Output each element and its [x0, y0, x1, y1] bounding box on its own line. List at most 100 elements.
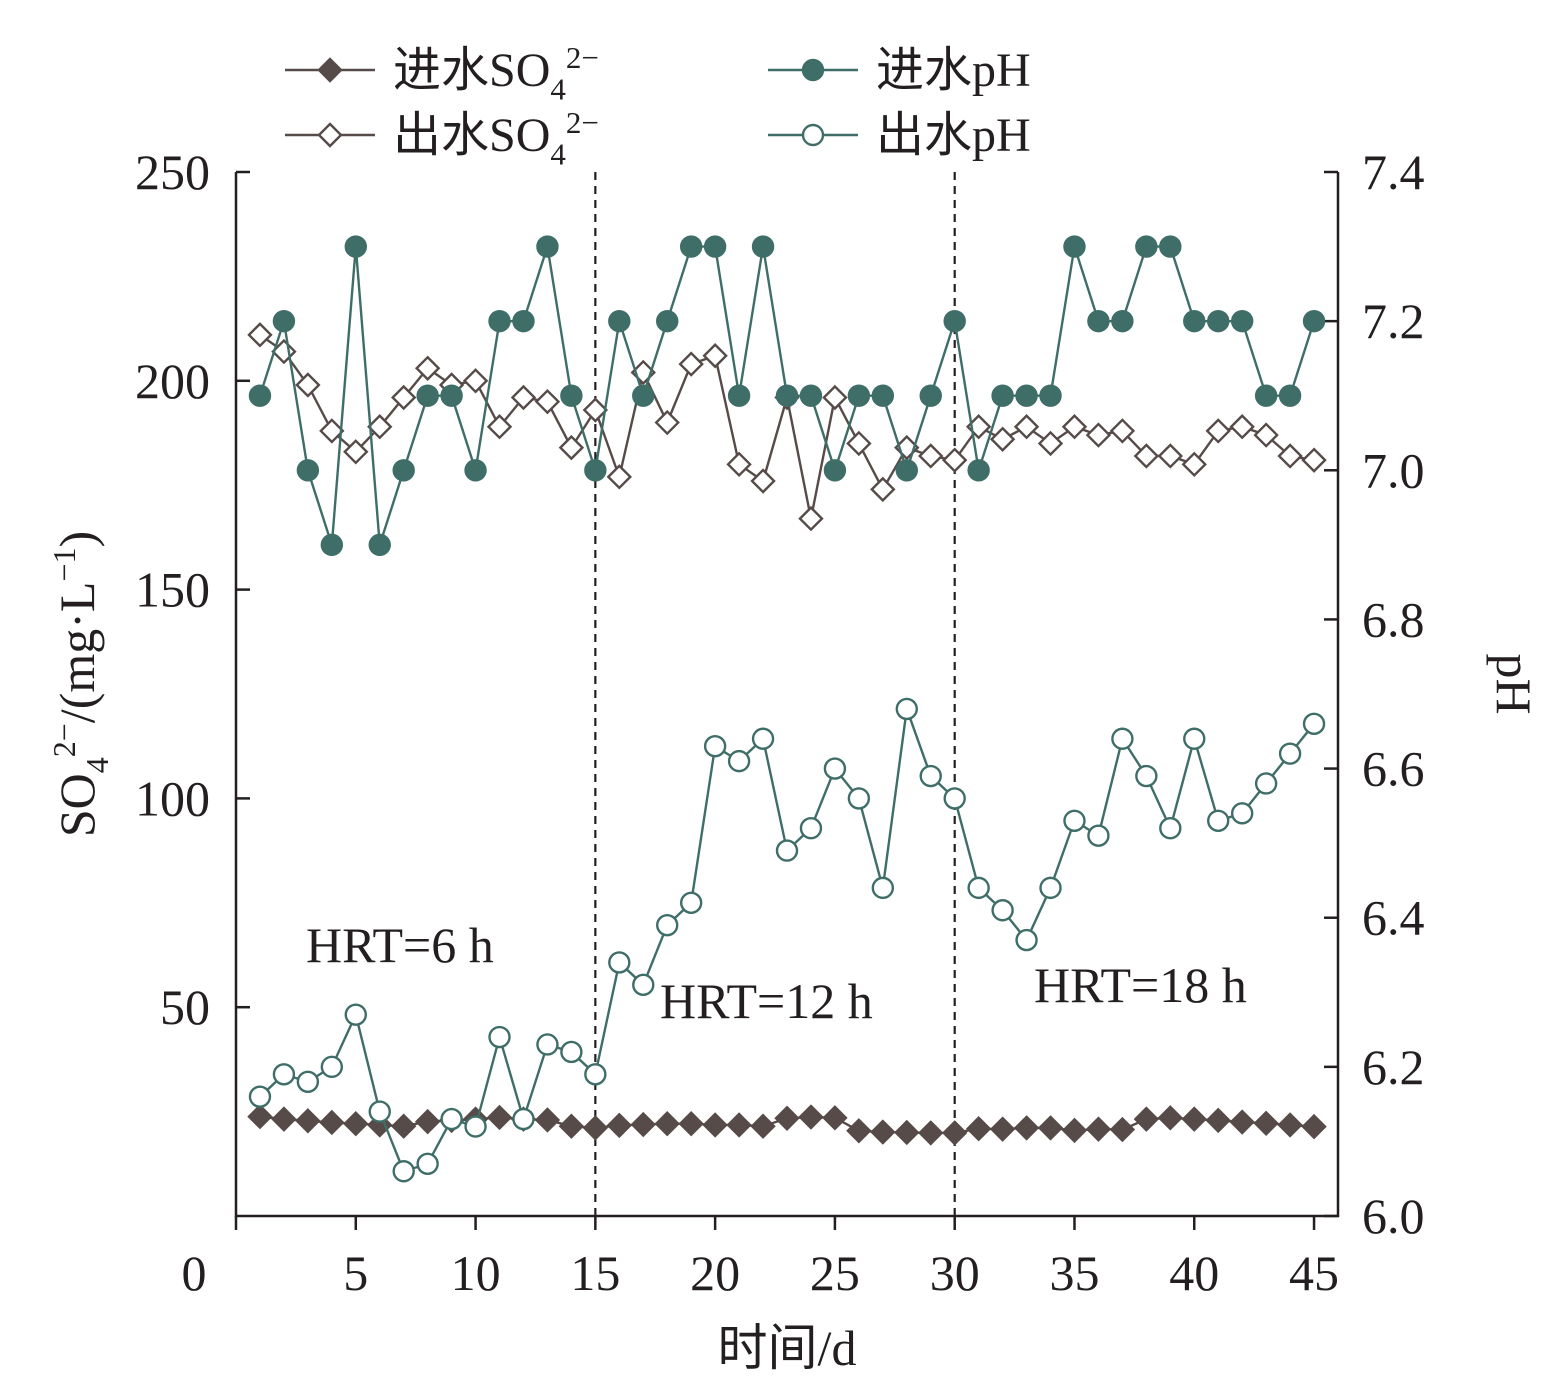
- data-point-influent-ph: [368, 533, 391, 557]
- legend: 进水SO42−出水SO42− 进水pH 出水pH: [285, 40, 1031, 171]
- data-point-effluent-ph: [272, 1063, 296, 1086]
- data-point-effluent-so4: [726, 451, 752, 478]
- data-point-effluent-ph: [679, 891, 703, 914]
- data-point-influent-ph: [1135, 235, 1158, 258]
- data-point-influent-so4: [390, 1113, 417, 1139]
- data-point-effluent-so4: [582, 397, 609, 423]
- legend-marker: [317, 122, 343, 148]
- y-tick-label: 250: [135, 144, 210, 200]
- y2-tick-label: 7.0: [1362, 442, 1425, 498]
- data-point-effluent-ph: [416, 1152, 439, 1176]
- data-point-effluent-so4: [1205, 418, 1231, 444]
- data-point-influent-so4: [678, 1111, 704, 1137]
- data-point-influent-ph: [440, 384, 463, 407]
- data-point-influent-so4: [343, 1111, 369, 1137]
- data-point-effluent-so4: [486, 414, 513, 440]
- legend-item-influent-so4: 进水SO42−: [285, 40, 599, 107]
- data-point-influent-so4: [1301, 1113, 1327, 1140]
- data-point-influent-ph: [775, 384, 799, 407]
- data-point-effluent-so4: [1229, 414, 1255, 440]
- data-point-influent-so4: [750, 1113, 776, 1139]
- data-point-influent-so4: [989, 1116, 1016, 1142]
- data-point-influent-so4: [702, 1112, 728, 1138]
- legend-label: 进水SO42−: [393, 40, 599, 107]
- data-point-effluent-ph: [512, 1107, 535, 1131]
- data-point-effluent-ph: [488, 1025, 511, 1049]
- data-point-influent-so4: [1157, 1105, 1184, 1131]
- data-point-influent-so4: [822, 1105, 848, 1131]
- data-point-effluent-so4: [510, 384, 537, 411]
- data-point-influent-so4: [534, 1107, 561, 1133]
- data-point-effluent-so4: [1133, 443, 1160, 469]
- data-point-effluent-so4: [343, 439, 369, 465]
- data-point-influent-so4: [271, 1106, 297, 1132]
- data-point-effluent-so4: [295, 372, 321, 398]
- data-point-influent-ph: [703, 235, 727, 258]
- data-point-effluent-so4: [1253, 422, 1279, 448]
- data-point-effluent-so4: [822, 384, 848, 411]
- x-tick-label: 40: [1169, 1245, 1219, 1301]
- data-point-effluent-so4: [390, 384, 417, 411]
- data-point-effluent-so4: [1061, 414, 1088, 440]
- data-point-effluent-ph: [1302, 712, 1326, 736]
- data-point-effluent-so4: [1277, 443, 1303, 469]
- data-point-effluent-ph: [656, 913, 679, 937]
- data-point-influent-so4: [918, 1120, 944, 1146]
- data-point-effluent-so4: [247, 322, 273, 348]
- data-point-effluent-so4: [1109, 418, 1136, 444]
- data-point-influent-so4: [654, 1111, 680, 1137]
- data-point-effluent-ph: [1254, 772, 1278, 795]
- x-tick-label: 45: [1289, 1245, 1339, 1301]
- data-point-influent-ph: [1039, 384, 1062, 407]
- legend-item-effluent-ph: 出水pH: [768, 109, 1031, 162]
- data-point-influent-so4: [870, 1119, 896, 1145]
- data-point-influent-ph: [943, 309, 966, 333]
- y-tick-label: 50: [160, 979, 210, 1035]
- data-point-effluent-so4: [1301, 447, 1327, 473]
- data-point-influent-ph: [1207, 309, 1230, 333]
- data-point-influent-ph: [679, 235, 703, 258]
- data-point-effluent-so4: [367, 414, 393, 440]
- data-point-influent-so4: [1061, 1117, 1088, 1144]
- data-point-effluent-ph: [967, 876, 990, 900]
- data-point-influent-so4: [941, 1120, 968, 1146]
- data-point-influent-so4: [1133, 1106, 1160, 1132]
- data-point-effluent-ph: [895, 697, 918, 721]
- data-point-effluent-so4: [1181, 451, 1207, 478]
- data-point-effluent-so4: [462, 368, 489, 394]
- data-point-effluent-ph: [608, 951, 631, 974]
- data-point-effluent-ph: [799, 817, 823, 840]
- data-point-influent-ph: [1063, 235, 1086, 258]
- data-point-effluent-ph: [1063, 809, 1086, 832]
- legend-marker: [801, 58, 825, 82]
- series-effluent-so4: [247, 322, 1327, 532]
- data-point-effluent-ph: [296, 1070, 320, 1093]
- data-point-effluent-ph: [1135, 764, 1158, 788]
- data-point-effluent-ph: [248, 1085, 272, 1108]
- y2-tick-label: 6.4: [1362, 890, 1425, 946]
- data-point-effluent-ph: [1039, 876, 1062, 900]
- series-influent-so4: [247, 1103, 1327, 1146]
- data-point-effluent-ph: [584, 1063, 607, 1086]
- x-tick-label: 0: [182, 1245, 207, 1301]
- data-point-effluent-ph: [632, 973, 655, 997]
- data-point-influent-so4: [247, 1103, 273, 1130]
- x-tick-label: 10: [451, 1245, 501, 1301]
- data-point-influent-ph: [967, 459, 990, 482]
- axes: 0 5 10 15 20 25 30 35 40 45 50 100 150 200 250 6.0 6.2 6.…: [46, 144, 1542, 1376]
- data-point-influent-ph: [1230, 309, 1254, 333]
- data-point-effluent-ph: [703, 735, 727, 758]
- data-point-effluent-ph: [1278, 742, 1302, 765]
- x-tick-label: 5: [343, 1245, 368, 1301]
- data-point-influent-ph: [1015, 384, 1038, 407]
- data-point-influent-ph: [464, 459, 487, 482]
- data-point-effluent-ph: [320, 1055, 344, 1079]
- data-point-influent-ph: [320, 533, 344, 557]
- data-point-effluent-ph: [464, 1115, 487, 1138]
- data-point-effluent-so4: [1013, 414, 1040, 440]
- data-point-influent-ph: [1183, 309, 1206, 333]
- legend-label: 进水pH: [876, 44, 1031, 97]
- data-point-influent-ph: [272, 309, 296, 333]
- data-point-effluent-ph: [1207, 809, 1230, 832]
- data-point-effluent-ph: [727, 749, 751, 773]
